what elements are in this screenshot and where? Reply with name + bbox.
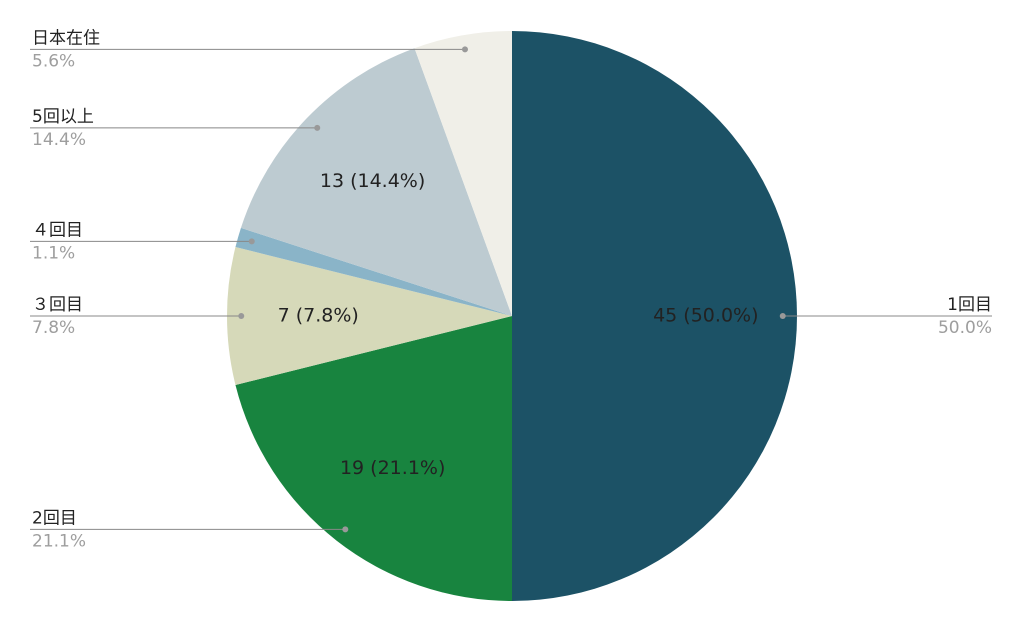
- slice-label: 13 (14.4%): [320, 170, 425, 192]
- category-label: ４回目: [32, 220, 83, 240]
- percent-label: 5.6%: [32, 51, 75, 71]
- category-label: 2回目: [32, 508, 77, 528]
- slice-label: 7 (7.8%): [278, 305, 359, 327]
- leader-dot: [314, 124, 321, 131]
- category-label: 1回目: [947, 295, 992, 315]
- leader-dot: [779, 313, 786, 319]
- category-label: 5回以上: [32, 107, 94, 127]
- pie-slice: [414, 31, 512, 316]
- leader-dot: [248, 238, 255, 245]
- leader-dot: [342, 526, 349, 533]
- category-label: 日本在住: [32, 28, 100, 48]
- pie-slice: [226, 247, 512, 385]
- pie-slice: [240, 48, 512, 317]
- percent-label: 21.1%: [32, 531, 86, 551]
- leader-dot: [461, 46, 468, 53]
- slice-label: 19 (21.1%): [340, 457, 445, 479]
- percent-label: 14.4%: [32, 130, 86, 150]
- percent-label: 50.0%: [938, 318, 992, 338]
- category-label: ３回目: [32, 295, 83, 315]
- pie-slice: [512, 31, 797, 601]
- percent-label: 7.8%: [32, 318, 75, 338]
- pie-slice: [235, 227, 513, 316]
- leader-dot: [238, 313, 245, 319]
- percent-label: 1.1%: [32, 243, 75, 263]
- pie-slice: [235, 316, 513, 601]
- slice-label: 45 (50.0%): [653, 305, 758, 327]
